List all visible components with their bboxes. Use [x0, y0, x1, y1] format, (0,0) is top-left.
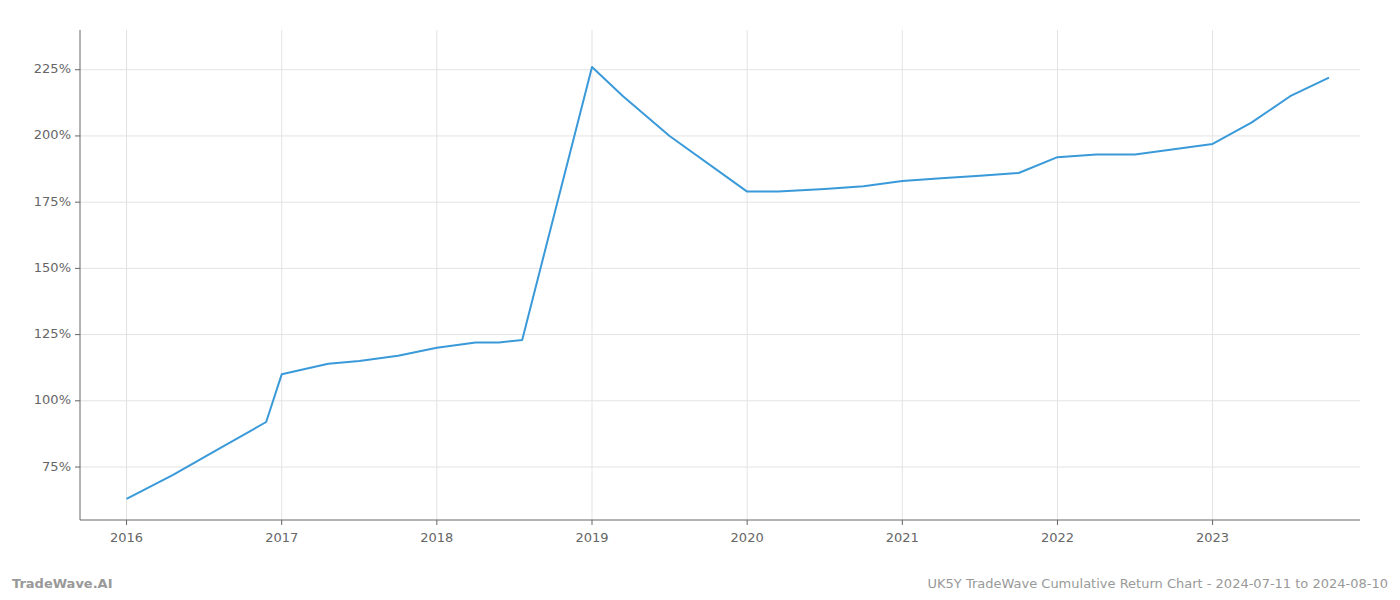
- x-tick-label: 2020: [731, 530, 764, 545]
- x-tick-label: 2017: [265, 530, 298, 545]
- y-grid-line: [80, 334, 1360, 335]
- x-grid-line: [902, 30, 903, 520]
- data-line: [127, 67, 1329, 499]
- y-tick: [75, 202, 80, 203]
- y-tick-label: 225%: [34, 61, 71, 76]
- x-tick: [592, 520, 593, 525]
- x-tick-label: 2023: [1196, 530, 1229, 545]
- y-tick-label: 125%: [34, 326, 71, 341]
- y-axis-line: [80, 30, 81, 520]
- y-tick-label: 100%: [34, 392, 71, 407]
- footer-left: TradeWave.AI: [12, 576, 113, 591]
- x-grid-line: [281, 30, 282, 520]
- x-grid-line: [436, 30, 437, 520]
- y-tick: [75, 268, 80, 269]
- y-tick: [75, 135, 80, 136]
- x-tick: [902, 520, 903, 525]
- x-tick: [436, 520, 437, 525]
- x-tick-label: 2021: [886, 530, 919, 545]
- y-tick-label: 75%: [42, 459, 71, 474]
- footer-right: UK5Y TradeWave Cumulative Return Chart -…: [928, 576, 1388, 591]
- x-grid-line: [1212, 30, 1213, 520]
- x-tick-label: 2018: [420, 530, 453, 545]
- x-grid-line: [592, 30, 593, 520]
- y-grid-line: [80, 202, 1360, 203]
- y-tick: [75, 400, 80, 401]
- x-tick: [747, 520, 748, 525]
- x-axis-line: [80, 520, 1360, 521]
- x-tick-label: 2016: [110, 530, 143, 545]
- y-grid-line: [80, 268, 1360, 269]
- plot-area: [127, 67, 1329, 499]
- y-tick-label: 200%: [34, 127, 71, 142]
- y-tick-label: 150%: [34, 260, 71, 275]
- x-tick: [126, 520, 127, 525]
- x-tick-label: 2019: [575, 530, 608, 545]
- chart-container: 75% 100% 125% 150% 175% 200% 225% 2016 2017 2018 2…: [0, 0, 1400, 600]
- y-tick: [75, 467, 80, 468]
- x-tick: [1212, 520, 1213, 525]
- y-grid-line: [80, 135, 1360, 136]
- y-grid-line: [80, 467, 1360, 468]
- x-tick: [1057, 520, 1058, 525]
- y-tick-label: 175%: [34, 194, 71, 209]
- x-grid-line: [126, 30, 127, 520]
- y-tick: [75, 334, 80, 335]
- grid: [80, 30, 1360, 520]
- x-grid-line: [1057, 30, 1058, 520]
- y-grid-line: [80, 69, 1360, 70]
- x-tick-label: 2022: [1041, 530, 1074, 545]
- chart-svg: 75% 100% 125% 150% 175% 200% 225% 2016 2017 2018 2…: [0, 0, 1400, 600]
- y-tick: [75, 69, 80, 70]
- axes: 75% 100% 125% 150% 175% 200% 225% 2016 2017 2018 2…: [34, 30, 1360, 545]
- x-tick: [281, 520, 282, 525]
- x-grid-line: [747, 30, 748, 520]
